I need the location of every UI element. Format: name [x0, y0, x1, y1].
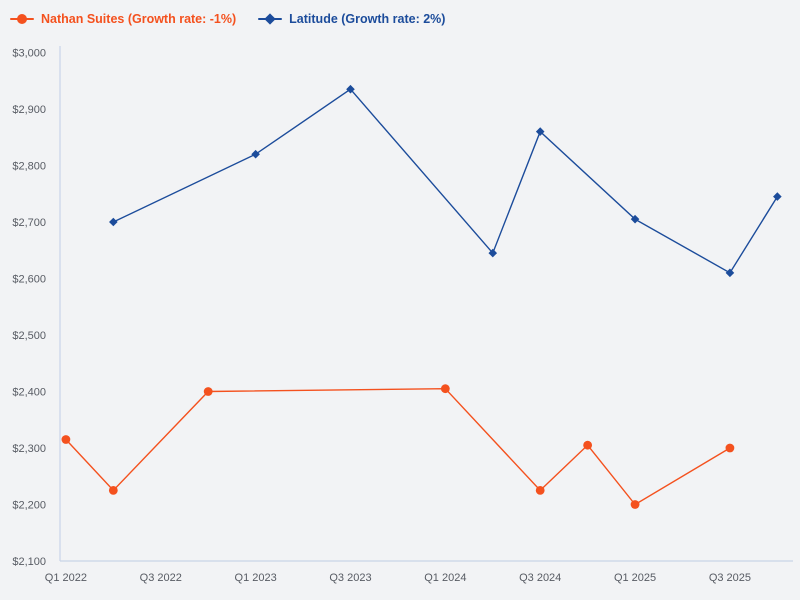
x-tick-label: Q3 2025	[709, 572, 751, 584]
data-point-marker	[630, 214, 640, 224]
data-point-marker	[203, 387, 213, 396]
data-point-marker	[251, 149, 260, 159]
legend-diamond	[264, 13, 276, 25]
circle-marker-icon	[10, 14, 34, 24]
y-tick-label: $2,700	[12, 217, 46, 229]
x-tick-label: Q1 2025	[614, 572, 656, 584]
series-line	[65, 387, 731, 506]
data-point-marker	[61, 435, 71, 444]
data-point-marker	[346, 84, 355, 94]
x-tick-label: Q3 2022	[140, 572, 182, 584]
y-tick-label: $2,400	[12, 386, 46, 398]
data-point-marker	[440, 384, 450, 394]
legend-circle	[17, 14, 27, 24]
y-tick-label: $3,000	[12, 47, 46, 59]
data-point-marker	[725, 443, 735, 453]
data-point-marker	[109, 217, 118, 227]
x-tick-label: Q3 2024	[519, 572, 561, 584]
data-point-marker	[535, 127, 545, 136]
data-point-marker	[108, 485, 118, 495]
data-point-marker	[630, 500, 640, 509]
diamond-marker-icon	[258, 13, 283, 25]
y-tick-label: $2,800	[12, 160, 46, 172]
y-tick-label: $2,900	[12, 104, 46, 116]
legend-label-nathan-suites: Nathan Suites (Growth rate: -1%)	[41, 12, 237, 26]
data-point-marker	[583, 440, 593, 450]
data-point-marker	[773, 192, 782, 201]
y-tick-label: $2,500	[12, 330, 46, 342]
series-line	[113, 88, 778, 274]
data-point-marker	[725, 268, 735, 278]
x-tick-label: Q1 2023	[235, 572, 277, 584]
chart-legend: Nathan Suites (Growth rate: -1%) Latitud…	[10, 9, 445, 29]
y-tick-label: $2,200	[12, 499, 46, 511]
legend-item-latitude[interactable]: Latitude (Growth rate: 2%)	[258, 9, 445, 29]
x-tick-label: Q1 2024	[424, 572, 466, 584]
data-point-marker	[488, 248, 498, 258]
y-tick-label: $2,100	[12, 556, 46, 568]
x-tick-label: Q3 2023	[329, 572, 371, 584]
x-tick-label: Q1 2022	[45, 572, 87, 584]
y-tick-label: $2,300	[12, 443, 46, 455]
legend-item-nathan-suites[interactable]: Nathan Suites (Growth rate: -1%)	[10, 9, 236, 29]
legend-label-latitude: Latitude (Growth rate: 2%)	[289, 12, 446, 26]
y-tick-label: $2,600	[12, 273, 46, 285]
data-point-marker	[535, 485, 545, 495]
